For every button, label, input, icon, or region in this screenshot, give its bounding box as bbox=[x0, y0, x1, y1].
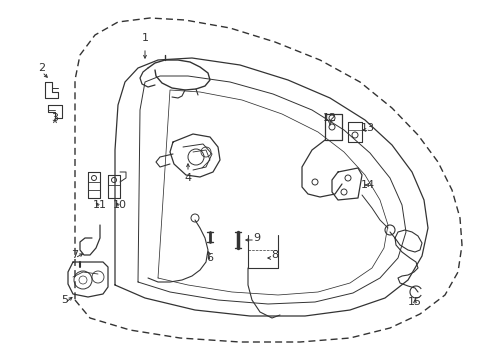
Text: 14: 14 bbox=[360, 180, 374, 190]
Text: 13: 13 bbox=[360, 123, 374, 133]
Text: 5: 5 bbox=[61, 295, 68, 305]
Text: 2: 2 bbox=[39, 63, 45, 73]
Text: 11: 11 bbox=[93, 200, 107, 210]
Text: 12: 12 bbox=[322, 113, 336, 123]
Text: 7: 7 bbox=[71, 250, 79, 260]
Text: 1: 1 bbox=[141, 33, 148, 43]
Text: 10: 10 bbox=[113, 200, 127, 210]
Text: 15: 15 bbox=[407, 297, 421, 307]
Text: 8: 8 bbox=[271, 250, 278, 260]
Text: 6: 6 bbox=[206, 253, 213, 263]
Text: 4: 4 bbox=[184, 173, 191, 183]
Text: 9: 9 bbox=[253, 233, 260, 243]
Text: 3: 3 bbox=[51, 113, 59, 123]
